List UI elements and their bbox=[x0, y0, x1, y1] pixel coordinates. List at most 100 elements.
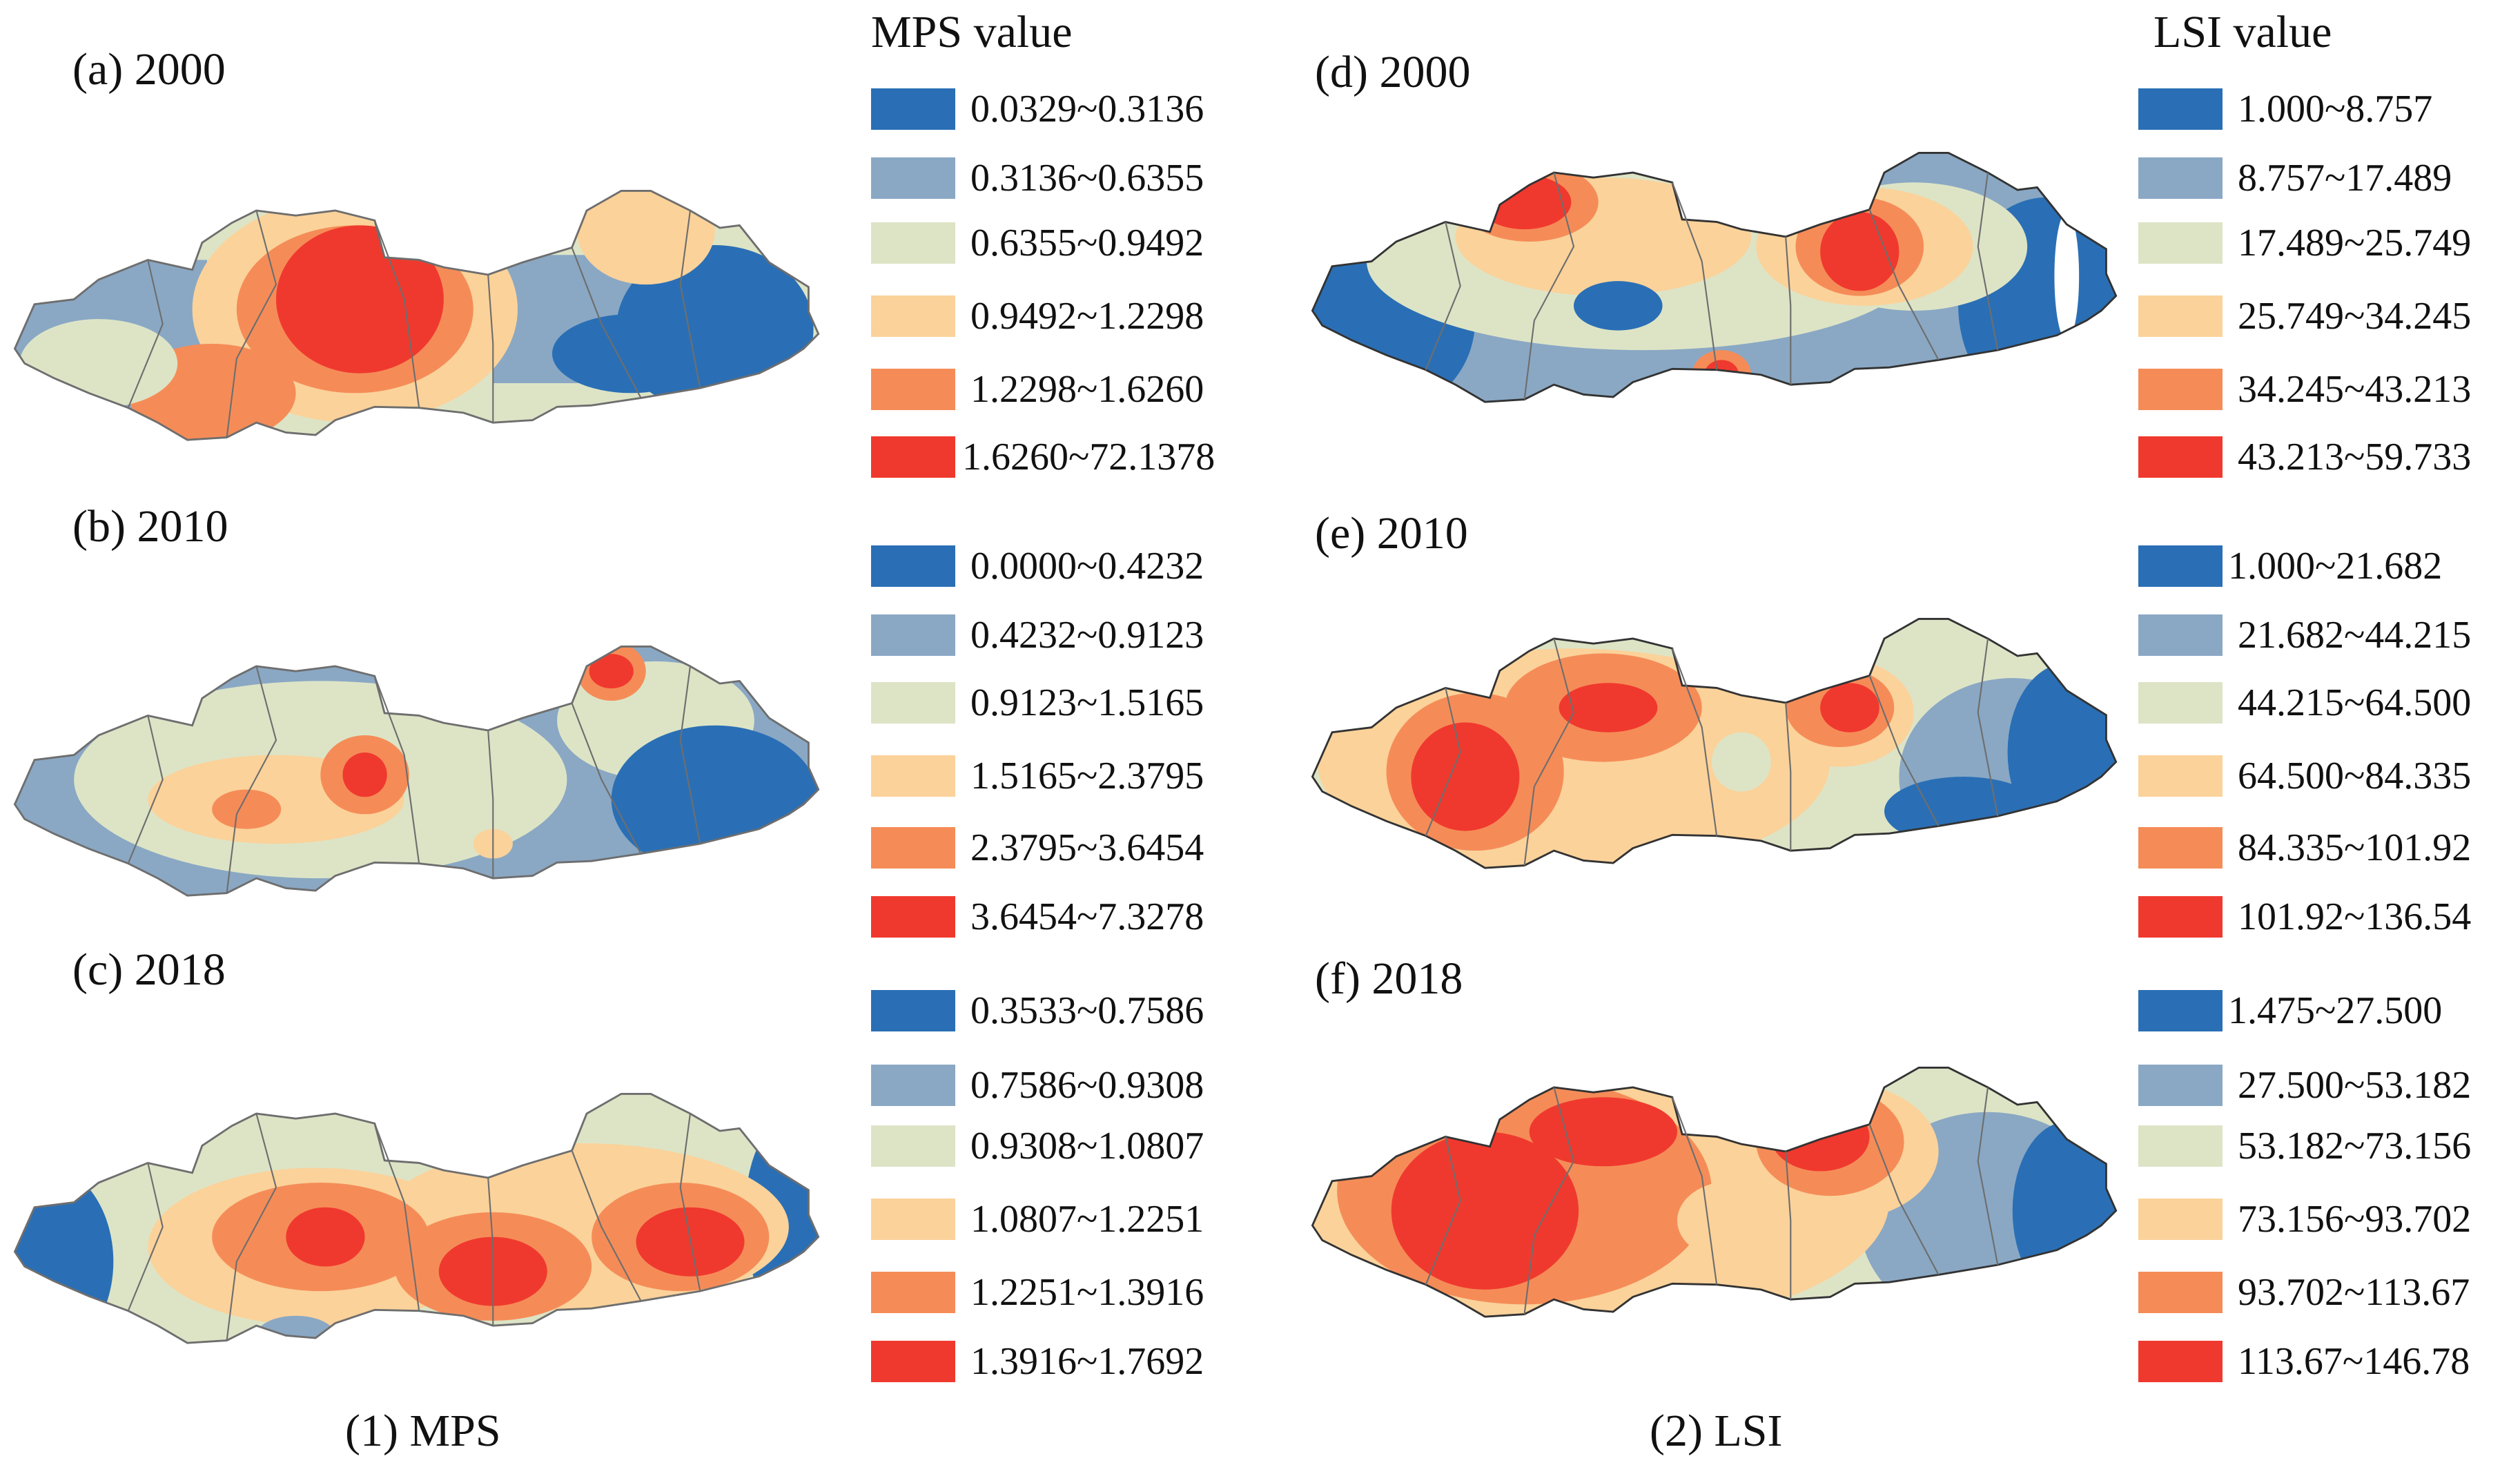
legend-swatch bbox=[871, 436, 955, 478]
legend-item: 101.92~136.54 bbox=[2138, 895, 2471, 939]
legend-item: 1.2251~1.3916 bbox=[871, 1270, 1204, 1315]
legend-swatch bbox=[871, 614, 955, 656]
legend-swatch bbox=[871, 990, 955, 1031]
legend-item: 1.000~21.682 bbox=[2138, 544, 2442, 588]
legend-label: 1.2251~1.3916 bbox=[970, 1271, 1204, 1314]
map-mps-2010 bbox=[14, 646, 820, 897]
legend-label: 0.3136~0.6355 bbox=[970, 157, 1204, 200]
legend-item: 21.682~44.215 bbox=[2138, 613, 2471, 657]
legend-swatch bbox=[871, 1272, 955, 1313]
legend-swatch bbox=[871, 682, 955, 724]
map-mps-2000 bbox=[14, 190, 820, 441]
legend-item: 1.6260~72.1378 bbox=[871, 435, 1215, 479]
legend-item: 8.757~17.489 bbox=[2138, 156, 2452, 200]
legend-label: 1.3916~1.7692 bbox=[970, 1340, 1204, 1383]
legend-swatch bbox=[2138, 896, 2223, 938]
legend-label: 25.749~34.245 bbox=[2238, 295, 2472, 338]
legend-label: 0.9492~1.2298 bbox=[970, 295, 1204, 338]
legend-label: 21.682~44.215 bbox=[2238, 614, 2472, 657]
legend-swatch bbox=[871, 88, 955, 130]
legend-item: 0.9492~1.2298 bbox=[871, 294, 1204, 338]
legend-item: 0.9123~1.5165 bbox=[871, 681, 1204, 725]
legend-swatch bbox=[2138, 1199, 2223, 1240]
legend-label: 34.245~43.213 bbox=[2238, 368, 2472, 411]
legend-label: 0.9123~1.5165 bbox=[970, 681, 1204, 724]
legend-label: 27.500~53.182 bbox=[2238, 1064, 2472, 1107]
legend-swatch bbox=[2138, 1272, 2223, 1313]
map-lsi-2018 bbox=[1311, 1067, 2118, 1318]
legend-label: 64.500~84.335 bbox=[2238, 755, 2472, 797]
legend-swatch bbox=[2138, 157, 2223, 199]
panel-label-b: (b) 2010 bbox=[72, 501, 228, 552]
map-lsi-2010 bbox=[1311, 618, 2118, 869]
legend-swatch bbox=[2138, 990, 2223, 1031]
panel-label-a: (a) 2000 bbox=[72, 44, 226, 95]
legend-item: 43.213~59.733 bbox=[2138, 435, 2471, 479]
map-mps-2018 bbox=[14, 1093, 820, 1344]
map-lsi-2000 bbox=[1311, 152, 2118, 403]
legend-label: 1.000~8.757 bbox=[2238, 88, 2433, 130]
legend-item: 113.67~146.78 bbox=[2138, 1339, 2470, 1384]
legend-item: 34.245~43.213 bbox=[2138, 367, 2471, 411]
panel-label-c: (c) 2018 bbox=[72, 944, 226, 995]
legend-item: 44.215~64.500 bbox=[2138, 681, 2471, 725]
legend-item: 0.7586~0.9308 bbox=[871, 1063, 1204, 1107]
legend-swatch bbox=[2138, 295, 2223, 337]
legend-item: 0.0329~0.3136 bbox=[871, 87, 1204, 131]
legend-swatch bbox=[2138, 1125, 2223, 1167]
legend-label: 0.0329~0.3136 bbox=[970, 88, 1204, 130]
legend-swatch bbox=[2138, 682, 2223, 724]
legend-item: 1.3916~1.7692 bbox=[871, 1339, 1204, 1384]
legend-item: 64.500~84.335 bbox=[2138, 754, 2471, 798]
caption-mps: (1) MPS bbox=[345, 1406, 501, 1456]
legend-item: 0.6355~0.9492 bbox=[871, 221, 1204, 265]
legend-swatch bbox=[871, 222, 955, 264]
legend-item: 1.0807~1.2251 bbox=[871, 1197, 1204, 1241]
legend-label: 1.475~27.500 bbox=[2228, 989, 2443, 1032]
mps-legend-title: MPS value bbox=[871, 7, 1073, 57]
legend-swatch bbox=[871, 1341, 955, 1382]
legend-label: 1.0807~1.2251 bbox=[970, 1198, 1204, 1241]
legend-item: 0.9308~1.0807 bbox=[871, 1124, 1204, 1168]
legend-item: 0.3136~0.6355 bbox=[871, 156, 1204, 200]
legend-label: 2.3795~3.6454 bbox=[970, 826, 1204, 869]
panel-label-f: (f) 2018 bbox=[1315, 953, 1463, 1004]
legend-item: 2.3795~3.6454 bbox=[871, 826, 1204, 870]
legend-label: 73.156~93.702 bbox=[2238, 1198, 2472, 1241]
legend-label: 0.7586~0.9308 bbox=[970, 1064, 1204, 1107]
legend-label: 0.6355~0.9492 bbox=[970, 222, 1204, 264]
caption-lsi: (2) LSI bbox=[1650, 1406, 1783, 1456]
legend-label: 43.213~59.733 bbox=[2238, 436, 2472, 478]
legend-item: 73.156~93.702 bbox=[2138, 1197, 2471, 1241]
legend-label: 0.0000~0.4232 bbox=[970, 545, 1204, 588]
legend-swatch bbox=[871, 295, 955, 337]
legend-label: 84.335~101.92 bbox=[2238, 826, 2472, 869]
legend-label: 93.702~113.67 bbox=[2238, 1271, 2470, 1314]
legend-label: 1.6260~72.1378 bbox=[962, 436, 1215, 478]
legend-item: 27.500~53.182 bbox=[2138, 1063, 2471, 1107]
legend-item: 93.702~113.67 bbox=[2138, 1270, 2470, 1315]
legend-label: 53.182~73.156 bbox=[2238, 1125, 2472, 1167]
legend-label: 8.757~17.489 bbox=[2238, 157, 2452, 200]
lsi-legend-title: LSI value bbox=[2153, 7, 2332, 57]
legend-swatch bbox=[2138, 827, 2223, 869]
legend-item: 1.5165~2.3795 bbox=[871, 754, 1204, 798]
legend-label: 1.2298~1.6260 bbox=[970, 368, 1204, 411]
legend-label: 0.9308~1.0807 bbox=[970, 1125, 1204, 1167]
panel-label-d: (d) 2000 bbox=[1315, 47, 1471, 97]
legend-swatch bbox=[871, 1065, 955, 1106]
legend-label: 1.5165~2.3795 bbox=[970, 755, 1204, 797]
legend-item: 53.182~73.156 bbox=[2138, 1124, 2471, 1168]
legend-label: 0.4232~0.9123 bbox=[970, 614, 1204, 657]
legend-label: 1.000~21.682 bbox=[2228, 545, 2443, 588]
legend-swatch bbox=[871, 157, 955, 199]
legend-item: 0.0000~0.4232 bbox=[871, 544, 1204, 588]
legend-label: 3.6454~7.3278 bbox=[970, 895, 1204, 938]
legend-swatch bbox=[2138, 88, 2223, 130]
legend-swatch bbox=[871, 755, 955, 797]
legend-swatch bbox=[2138, 614, 2223, 656]
legend-label: 113.67~146.78 bbox=[2238, 1340, 2470, 1383]
legend-item: 84.335~101.92 bbox=[2138, 826, 2471, 870]
legend-swatch bbox=[871, 1125, 955, 1167]
legend-swatch bbox=[871, 1199, 955, 1240]
